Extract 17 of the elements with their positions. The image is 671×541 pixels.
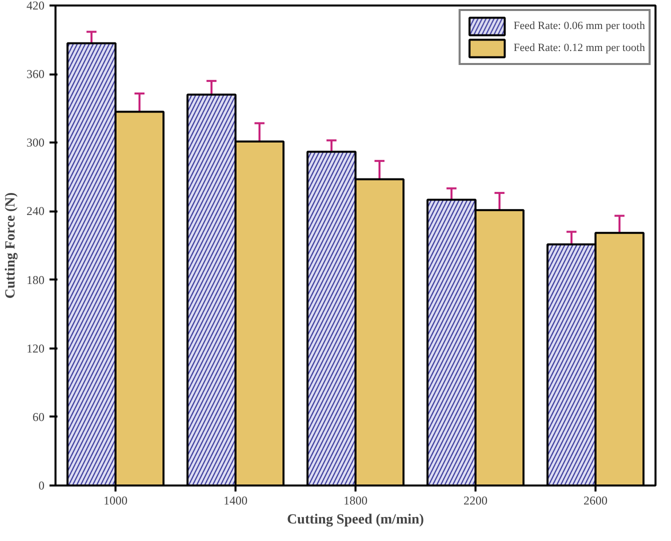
y-axis-title: Cutting Force (N) (4, 192, 18, 299)
y-tick-label: 60 (32, 410, 44, 424)
legend-label: Feed Rate: 0.06 mm per tooth (514, 20, 645, 32)
x-tick-label: 1800 (344, 494, 368, 508)
y-tick-label: 240 (26, 204, 44, 218)
x-tick-label: 2600 (584, 494, 608, 508)
x-tick-label: 1400 (224, 494, 248, 508)
x-axis-title: Cutting Speed (m/min) (287, 512, 424, 528)
y-tick-label: 360 (26, 67, 44, 82)
y-tick-label: 0 (38, 478, 44, 492)
y-tick-label: 120 (26, 341, 44, 356)
x-tick-label: 1000 (104, 494, 128, 508)
y-tick-label: 300 (26, 136, 44, 150)
y-tick-label: 180 (26, 272, 44, 287)
x-tick-label: 2200 (464, 494, 488, 508)
legend-label: Feed Rate: 0.12 mm per tooth (514, 42, 645, 54)
y-tick-label: 420 (26, 0, 44, 12)
